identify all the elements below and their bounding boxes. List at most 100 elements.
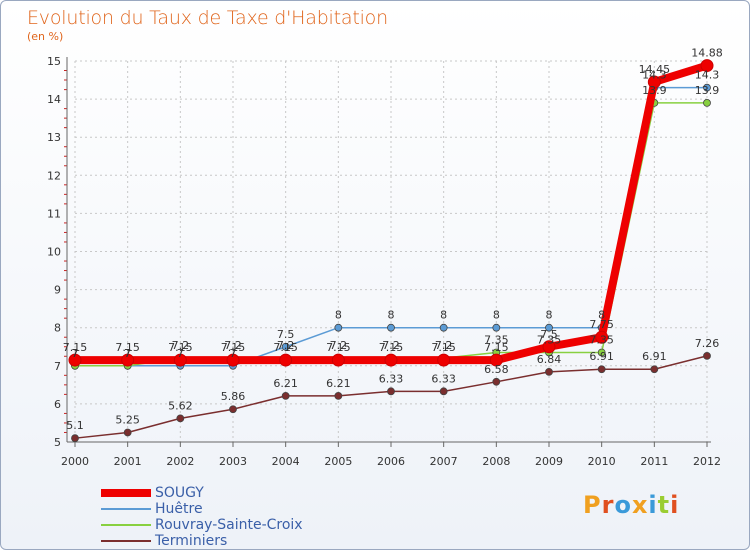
- data-label-terminiers: 6.21: [273, 377, 298, 390]
- data-label-sougy: 7.15: [63, 341, 88, 354]
- y-tick-label: 10: [47, 246, 61, 259]
- y-tick-label: 5: [54, 436, 61, 449]
- data-point-hu-tre: [387, 323, 395, 332]
- data-label-hu-tre: 7: [177, 347, 184, 360]
- data-label-sougy: 14.88: [691, 47, 723, 60]
- x-tick-label: 2008: [482, 455, 510, 468]
- data-point-sougy: [331, 353, 345, 367]
- data-label-terminiers: 5.86: [221, 390, 246, 403]
- data-label-terminiers: 6.84: [537, 353, 562, 366]
- x-tick-label: 2004: [272, 455, 300, 468]
- data-label-terminiers: 5.62: [168, 399, 193, 412]
- y-tick-label: 13: [47, 131, 61, 144]
- data-label-sougy: 7.15: [115, 341, 140, 354]
- series-layer: [68, 59, 714, 443]
- data-label-sougy: 7.15: [221, 341, 246, 354]
- data-point-terminiers: [176, 414, 185, 423]
- data-label-rouvray-sainte-croix: 7.2: [224, 339, 242, 352]
- data-point-terminiers: [123, 428, 132, 437]
- data-label-sougy: 7.15: [484, 341, 509, 354]
- legend-swatch-sougy: [101, 489, 151, 497]
- data-label-hu-tre: 8: [388, 309, 395, 322]
- data-label-hu-tre: 8: [440, 309, 447, 322]
- data-point-hu-tre: [281, 342, 290, 351]
- y-axis-unit-label: (en %): [27, 30, 64, 43]
- data-label-terminiers: 6.58: [484, 363, 509, 376]
- x-tick-label: 2005: [324, 455, 352, 468]
- legend-item-sougy: SOUGY: [101, 485, 303, 501]
- data-label-rouvray-sainte-croix: 7: [124, 347, 131, 360]
- data-label-rouvray-sainte-croix: 13.9: [695, 84, 720, 97]
- legend-item-terminiers: Terminiers: [101, 533, 303, 549]
- logo-letter: r: [601, 491, 615, 519]
- chart-title: Evolution du Taux de Taxe d'Habitation: [27, 7, 388, 29]
- data-point-terminiers: [703, 351, 711, 360]
- data-point-terminiers: [650, 365, 659, 374]
- data-point-sougy: [173, 353, 187, 367]
- data-label-rouvray-sainte-croix: 7: [72, 347, 79, 360]
- data-label-hu-tre: 7: [230, 347, 237, 360]
- logo-letter: o: [614, 491, 632, 519]
- data-point-sougy: [595, 330, 609, 344]
- data-point-terminiers: [229, 405, 237, 414]
- data-label-rouvray-sainte-croix: 7.35: [484, 333, 509, 346]
- data-label-rouvray-sainte-croix: 7.2: [382, 339, 400, 352]
- y-tick-label: 15: [47, 55, 61, 68]
- data-point-hu-tre: [492, 323, 501, 332]
- data-label-hu-tre: 8: [335, 309, 342, 322]
- data-point-terminiers: [281, 391, 290, 400]
- proxiti-logo: Proxiti: [583, 491, 679, 519]
- data-label-rouvray-sainte-croix: 7.35: [589, 333, 614, 346]
- data-label-sougy: 7.15: [326, 341, 351, 354]
- y-tick-label: 8: [54, 322, 61, 335]
- y-tick-label: 14: [47, 93, 61, 106]
- x-tick-label: 2000: [61, 455, 89, 468]
- data-point-sougy: [226, 353, 240, 367]
- legend-label-huetre: Huêtre: [155, 501, 203, 517]
- x-tick-label: 2006: [377, 455, 405, 468]
- data-point-sougy: [384, 353, 398, 367]
- data-label-sougy: 7.75: [589, 318, 614, 331]
- data-label-sougy: 7.15: [379, 341, 404, 354]
- data-label-hu-tre: 7: [124, 347, 131, 360]
- data-point-rouvray-sainte-croix: [597, 348, 606, 357]
- data-label-hu-tre: 14.3: [642, 69, 667, 82]
- data-point-terminiers: [597, 365, 606, 374]
- data-label-rouvray-sainte-croix: 7.2: [330, 339, 348, 352]
- data-label-terminiers: 6.91: [642, 350, 667, 363]
- data-point-terminiers: [71, 434, 79, 443]
- data-label-terminiers: 6.21: [326, 377, 351, 390]
- x-tick-label: 2007: [430, 455, 458, 468]
- data-label-rouvray-sainte-croix: 13.9: [642, 84, 667, 97]
- x-tick-label: 2003: [219, 455, 247, 468]
- data-point-terminiers: [492, 377, 501, 386]
- x-tick-label: 2010: [588, 455, 616, 468]
- data-label-rouvray-sainte-croix: 7.35: [537, 333, 562, 346]
- data-label-hu-tre: 8: [598, 309, 605, 322]
- x-tick-label: 2002: [166, 455, 194, 468]
- data-point-terminiers: [334, 391, 343, 400]
- data-label-hu-tre: 14.3: [695, 69, 720, 82]
- x-tick-label: 2012: [693, 455, 721, 468]
- data-label-hu-tre: 8: [493, 309, 500, 322]
- data-point-sougy: [437, 353, 451, 367]
- data-label-sougy: 7.15: [273, 341, 298, 354]
- x-tick-label: 2001: [114, 455, 142, 468]
- data-label-terminiers: 5.25: [115, 413, 140, 426]
- data-point-sougy: [700, 59, 714, 73]
- legend-swatch-terminiers: [101, 540, 151, 542]
- data-point-terminiers: [545, 367, 553, 376]
- y-tick-label: 12: [47, 169, 61, 182]
- data-label-sougy: 7.15: [431, 341, 456, 354]
- data-point-sougy: [121, 353, 135, 367]
- legend-swatch-huetre: [101, 508, 151, 510]
- logo-letter: i: [670, 491, 680, 519]
- legend-label-rouvray: Rouvray-Sainte-Croix: [155, 517, 303, 533]
- data-point-hu-tre: [439, 323, 448, 332]
- legend-item-rouvray: Rouvray-Sainte-Croix: [101, 517, 303, 533]
- y-tick-label: 7: [54, 360, 61, 373]
- logo-letter: t: [657, 491, 671, 519]
